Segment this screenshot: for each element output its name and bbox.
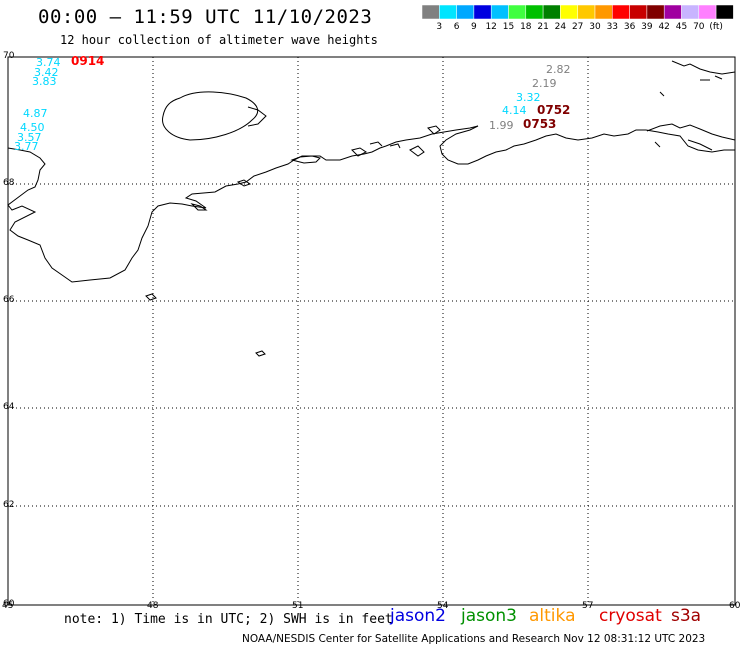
color-scale-label: 39: [641, 22, 653, 32]
color-scale-swatch: [542, 4, 561, 20]
color-scale-swatch: [456, 4, 475, 20]
color-scale-label: 9: [471, 22, 477, 32]
color-scale-swatch: [421, 4, 440, 20]
longitude-label: 48: [147, 601, 159, 611]
island-kolguev: [162, 91, 259, 141]
map-frame: [7, 56, 736, 606]
color-scale-label: 70: [693, 22, 705, 32]
color-scale-label: 45: [675, 22, 688, 32]
color-scale-swatch: [577, 4, 596, 20]
pass-time: 0753: [523, 117, 557, 131]
mainland-coast: [7, 125, 735, 283]
color-scale-swatch: [715, 4, 734, 20]
longitude-label: 54: [437, 601, 449, 611]
swh-observation: 2.19: [532, 77, 557, 90]
swh-observation: 3.57: [17, 131, 42, 144]
color-scale-swatch: [646, 4, 665, 20]
color-scale-label: 18: [520, 22, 532, 32]
color-scale-label: 30: [589, 22, 601, 32]
longitude-label: 45: [2, 601, 14, 611]
swh-observation: 4.50: [20, 121, 45, 134]
island-novaya-zemlya-tip: [671, 60, 736, 75]
legend-jason3: jason3: [461, 606, 517, 626]
color-scale-swatch: [525, 4, 544, 20]
color-scale-swatch: [473, 4, 492, 20]
swh-observation: 4.87: [23, 107, 48, 120]
longitude-label: 60: [729, 601, 740, 611]
longitude-label: 57: [582, 601, 594, 611]
swh-observation: 3.42: [34, 66, 59, 79]
legend-jason2: jason2: [390, 606, 446, 626]
color-scale-swatch: [681, 4, 700, 20]
color-scale-label: 15: [502, 22, 515, 32]
color-scale-swatch: [439, 4, 457, 20]
swh-observation: 2.82: [546, 63, 571, 76]
pass-time: 0914: [71, 54, 105, 68]
latitude-label: 60: [3, 599, 15, 609]
color-scale-label: 12: [485, 22, 497, 32]
color-scale-label: 33: [606, 22, 619, 32]
latitude-label: 66: [3, 295, 15, 305]
color-scale-swatch: [698, 4, 717, 20]
latitude-label: 70: [3, 51, 15, 61]
page-subtitle: 12 hour collection of altimeter wave hei…: [60, 33, 378, 47]
color-scale-label: 36: [623, 22, 636, 32]
latitude-label: 64: [3, 402, 15, 412]
swh-observation: 3.32: [516, 91, 541, 104]
color-scale-label: 42: [658, 22, 670, 32]
credit-line: NOAA/NESDIS Center for Satellite Applica…: [242, 633, 706, 645]
color-scale-swatch: [508, 4, 527, 20]
swh-observation: 3.74: [36, 56, 61, 69]
latitude-label: 62: [3, 500, 15, 510]
color-scale-bar: [421, 4, 734, 20]
color-scale-swatch: [560, 4, 578, 20]
graticule: [8, 57, 735, 605]
color-scale-swatch: [594, 4, 613, 20]
swh-observation: 3.83: [32, 75, 57, 88]
swh-observation: 4.14: [502, 104, 527, 117]
color-scale-label: 6: [453, 22, 460, 32]
legend-s3a: s3a: [671, 606, 702, 626]
latitude-label: 68: [3, 178, 15, 188]
legend-altika: altika: [529, 606, 576, 626]
color-scale-label: 27: [571, 22, 584, 32]
swh-observation: 1.99: [489, 119, 514, 132]
color-scale-swatch: [663, 4, 682, 20]
coastline: [7, 60, 736, 357]
color-scale-swatch: [490, 4, 509, 20]
color-scale-swatch: [629, 4, 648, 20]
legend-cryosat: cryosat: [599, 606, 662, 626]
color-scale-swatch: [612, 4, 630, 20]
pass-time: 0752: [537, 103, 571, 117]
page-title: 00:00 – 11:59 UTC 11/10/2023: [38, 6, 373, 28]
longitude-label: 51: [292, 601, 304, 611]
footnote: note: 1) Time is in UTC; 2) SWH is in fe…: [64, 612, 393, 627]
color-scale-label: (ft): [709, 22, 723, 32]
color-scale-label: 21: [537, 22, 549, 32]
swh-observation: 3.77: [14, 140, 39, 153]
color-scale-label: 24: [554, 22, 567, 32]
color-scale-label: 3: [436, 22, 443, 32]
